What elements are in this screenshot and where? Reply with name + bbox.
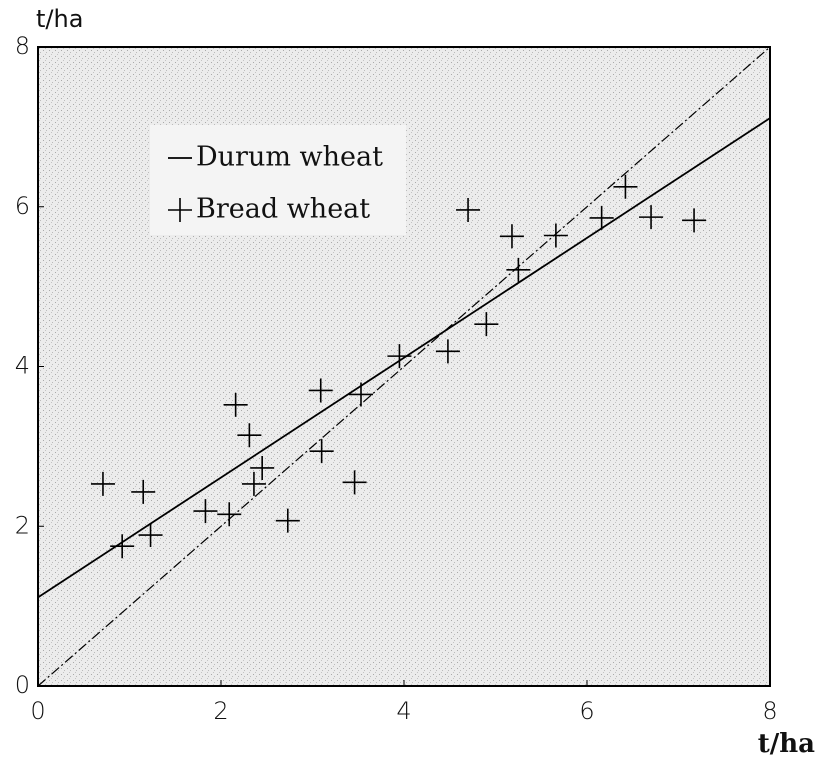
legend-marker — [168, 198, 192, 222]
marker — [110, 534, 135, 559]
marker — [250, 455, 275, 480]
marker — [506, 257, 531, 282]
marker — [241, 471, 266, 496]
marker — [499, 224, 524, 249]
marker — [474, 312, 499, 337]
marker — [589, 205, 614, 230]
marker — [217, 502, 242, 527]
marker — [308, 378, 333, 403]
marker — [223, 392, 248, 417]
marker — [237, 423, 262, 448]
x-tick-label: 8 — [762, 697, 777, 725]
y-tick-label: 0 — [15, 671, 30, 699]
marker — [543, 223, 568, 248]
x-tick-label: 4 — [396, 697, 411, 725]
y-tick-label: 6 — [15, 192, 30, 220]
marker — [387, 344, 412, 369]
y-axis-label: t/ha — [36, 5, 83, 33]
marker — [456, 197, 481, 222]
y-tick-label: 8 — [15, 32, 30, 60]
marker — [131, 479, 156, 504]
marker — [613, 174, 638, 199]
x-tick-label: 0 — [30, 697, 45, 725]
marker — [342, 470, 367, 495]
marker — [275, 508, 300, 533]
marker — [138, 523, 163, 548]
x-axis-label: t/ha — [758, 729, 815, 759]
marker — [639, 205, 664, 230]
marker — [309, 439, 334, 464]
marker — [90, 471, 115, 496]
y-tick-label: 2 — [15, 511, 30, 539]
legend-box — [150, 125, 406, 235]
marker — [682, 208, 707, 233]
legend-label: Durum wheat — [196, 142, 383, 173]
y-tick-label: 4 — [15, 352, 30, 380]
legend-label: Bread wheat — [196, 194, 370, 225]
x-tick-label: 6 — [579, 697, 594, 725]
marker — [348, 382, 373, 407]
x-tick-label: 2 — [213, 697, 228, 725]
marker — [435, 339, 460, 364]
line — [37, 117, 771, 599]
marker — [193, 499, 218, 524]
